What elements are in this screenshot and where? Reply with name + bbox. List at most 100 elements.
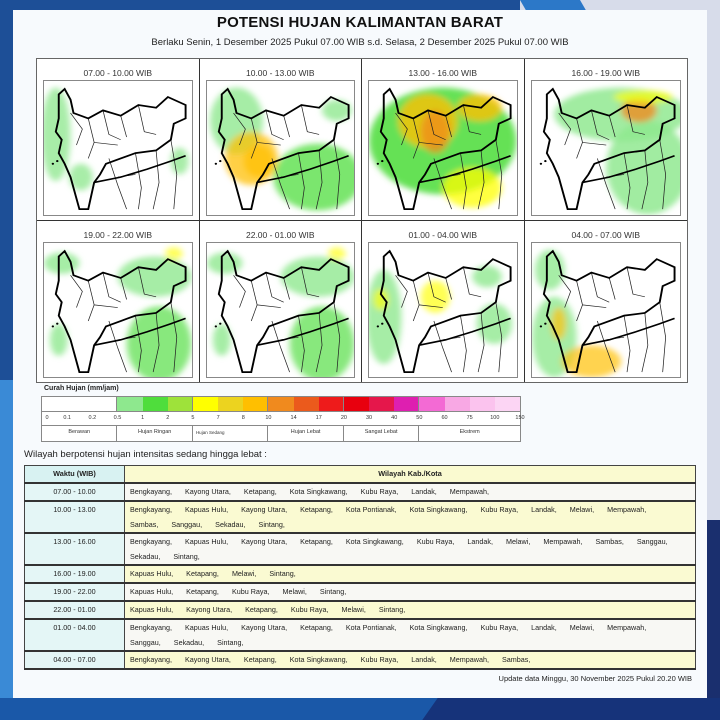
region-name: Kapuas Hulu, (184, 537, 229, 546)
legend-swatch (343, 397, 370, 411)
column-header-time: Waktu (WIB) (24, 465, 125, 484)
legend-swatch (142, 397, 168, 411)
legend-tick: 150 (515, 415, 525, 421)
region-name: Ketapang, (243, 655, 277, 664)
page-title: POTENSI HUJAN KALIMANTAN BARAT (216, 14, 504, 31)
legend-categories: Berawan Hujan Ringan Hujan Sedang Hujan Leb… (42, 426, 520, 441)
region-name: Kota Singkawang, (345, 537, 404, 546)
legend-category: Berawan (42, 426, 118, 441)
region-list-cell: Bengkayang, Kapuas Hulu, Kayong Utara, K… (124, 618, 696, 652)
region-name: Kayong Utara, (184, 655, 231, 664)
forecast-map-grid: 07.00 - 10.00 WIB 10.00 - 13.00 WIB 13.00 … (36, 58, 688, 383)
legend-tick: 0.2 (88, 415, 97, 421)
legend-swatch (67, 397, 93, 411)
time-cell: 16.00 - 19.00 (24, 564, 125, 584)
map-time-label: 13.00 - 16.00 WIB (408, 68, 477, 78)
legend-swatch (192, 397, 219, 411)
region-name: Sintang, (378, 605, 406, 614)
legend-swatch (167, 397, 193, 411)
region-name: Kapuas Hulu, (130, 569, 174, 578)
region-list-cell: Kapuas Hulu, Ketapang, Kubu Raya, Melawi… (124, 582, 696, 602)
region-name: Mempawah, (449, 655, 489, 664)
region-name: Ketapang, (245, 605, 278, 614)
region-name: Kapuas Hulu, (184, 623, 229, 632)
rainfall-map (205, 241, 355, 378)
region-name: Kayong Utara, (241, 623, 288, 632)
region-name: Melawi, (341, 605, 366, 614)
time-cell: 04.00 - 07.00 (24, 650, 125, 670)
region-list-cell: Kapuas Hulu, Kayong Utara, Ketapang, Kub… (124, 600, 696, 620)
region-name: Kubu Raya, (231, 587, 270, 596)
region-name: Sanggau, (130, 638, 161, 647)
legend-tick: 8 (241, 415, 245, 421)
legend-swatch (494, 397, 520, 411)
rainfall-legend: 0 0.1 0.2 0.5 1 2 5 7 8 10 14 17 20 30 40 50 60 75 100 150 … (41, 396, 525, 442)
region-name: Sekadau, (215, 520, 246, 529)
legend-swatch (469, 397, 495, 411)
legend-swatch (369, 397, 395, 411)
legend-category: Hujan Lebat (268, 426, 344, 441)
region-name: Bengkayang, (130, 487, 172, 496)
legend-tick: 0.5 (113, 415, 122, 421)
table-row: 04.00 - 07.00 Bengkayang, Kayong Utara, K… (24, 650, 696, 670)
region-name: Sintang, (319, 587, 347, 596)
column-header-region: Wilayah Kab./Kota (124, 465, 696, 484)
legend-tick: 5 (191, 415, 195, 421)
legend-swatch (318, 397, 344, 411)
rainfall-map (530, 80, 681, 216)
legend-swatch (394, 397, 420, 411)
time-cell: 22.00 - 01.00 (24, 600, 125, 620)
legend-tick: 0.1 (63, 415, 71, 421)
legend-swatch (218, 397, 244, 411)
region-name: Kota Singkawang, (409, 505, 468, 514)
region-name: Kayong Utara, (241, 537, 288, 546)
legend-swatch (293, 397, 319, 411)
rainfall-map (368, 80, 518, 216)
legend-ticks: 0 0.1 0.2 0.5 1 2 5 7 8 10 14 17 20 30 40 50 60 75 100 150 (42, 412, 525, 426)
region-list-cell: Bengkayang, Kayong Utara, Ketapang, Kota… (124, 650, 696, 670)
region-name: Kubu Raya, (480, 623, 519, 632)
map-graphic (369, 249, 513, 373)
region-name: Sintang, (173, 552, 200, 561)
region-name: Kota Singkawang, (289, 655, 348, 664)
region-name: Ketapang, (300, 505, 333, 514)
region-name: Sambas, (595, 537, 624, 546)
legend-category: Sangat Lebat (344, 426, 420, 441)
update-timestamp: Update data Minggu, 30 November 2025 Puk… (498, 674, 692, 683)
region-name: Ketapang, (186, 569, 219, 578)
region-name: Kubu Raya, (360, 487, 399, 496)
map-time-label: 22.00 - 01.00 WIB (245, 229, 315, 240)
background-decoration (0, 698, 720, 720)
time-cell: 01.00 - 04.00 (24, 618, 125, 652)
region-name: Kubu Raya, (416, 537, 455, 546)
legend-swatch (419, 397, 445, 411)
region-name: Sanggau, (171, 520, 203, 529)
rainfall-map (205, 80, 355, 216)
legend-tick: 60 (441, 415, 448, 421)
legend-category: Hujan Sedang (193, 426, 269, 441)
region-name: Melawi, (569, 505, 595, 514)
rainfall-map (43, 80, 193, 216)
region-name: Sekadau, (173, 638, 205, 647)
legend-title: Curah Hujan (mm/jam) (44, 385, 119, 392)
rainfall-map (530, 241, 681, 378)
time-cell: 13.00 - 16.00 (24, 532, 125, 566)
region-name: Sekadau, (130, 552, 161, 561)
map-time-label: 10.00 - 13.00 WIB (245, 68, 315, 78)
time-cell: 07.00 - 10.00 (24, 482, 125, 502)
region-name: Kapuas Hulu, (130, 587, 174, 596)
region-name: Kubu Raya, (290, 605, 329, 614)
table-row: 16.00 - 19.00 Kapuas Hulu, Ketapang, Mela… (24, 564, 696, 584)
legend-category: Hujan Ringan (117, 426, 193, 441)
forecast-map-panel: 13.00 - 16.00 WIB (362, 59, 525, 221)
legend-tick: 17 (315, 415, 322, 421)
region-name: Kota Pontianak, (345, 505, 397, 514)
region-table: Waktu (WIB) Wilayah Kab./Kota 07.00 - 10… (24, 465, 696, 670)
map-graphic (209, 87, 354, 211)
map-graphic (44, 87, 189, 211)
table-row: 22.00 - 01.00 Kapuas Hulu, Kayong Utara, … (24, 600, 696, 620)
forecast-map-panel: 10.00 - 13.00 WIB (199, 59, 362, 221)
legend-tick: 2 (166, 415, 170, 421)
legend-tick: 10 (265, 415, 272, 421)
region-name: Kapuas Hulu, (184, 505, 229, 514)
